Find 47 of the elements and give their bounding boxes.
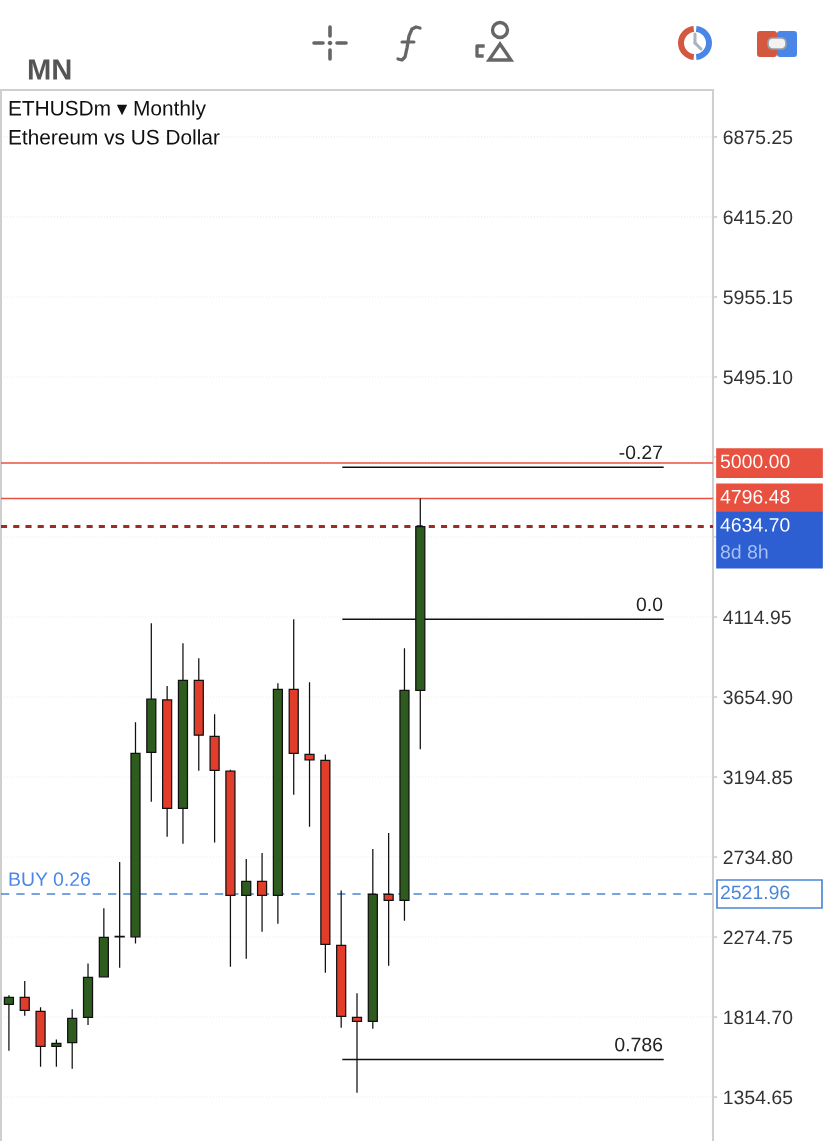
candlestick — [67, 1008, 78, 1070]
candlestick — [272, 682, 284, 925]
ref-line-label: 5000.00 — [720, 454, 790, 469]
candlestick — [19, 980, 30, 1017]
y-tick-label: 4114.95 — [723, 610, 791, 625]
candlestick — [114, 861, 125, 969]
candlestick — [367, 848, 378, 1030]
candlestick — [3, 994, 15, 1052]
y-tick-label: 6415.20 — [723, 210, 793, 225]
candlestick — [336, 889, 347, 1029]
y-tick-label: 2274.75 — [723, 930, 793, 945]
y-tick-label: 2734.80 — [723, 850, 793, 865]
candlestick — [288, 618, 299, 796]
annotation: BUY 0.26 — [9, 872, 91, 887]
candlestick — [51, 1038, 62, 1068]
candlestick — [225, 769, 236, 968]
y-tick-label: 1814.70 — [724, 1010, 793, 1025]
candlestick — [193, 657, 204, 772]
candlestick — [82, 962, 94, 1026]
annotation: -0.27 — [619, 445, 663, 460]
y-tick-label: 3194.85 — [723, 770, 793, 785]
y-tick-label: 6875.25 — [723, 130, 793, 145]
text: MN — [28, 59, 71, 80]
candlestick — [399, 647, 410, 922]
candlestick — [256, 852, 268, 933]
annotation: 0.786 — [615, 1037, 663, 1052]
y-tick-label: 1354.65 — [724, 1090, 793, 1105]
candlestick — [35, 1006, 46, 1068]
ref-line-label: 4796.48 — [720, 489, 790, 504]
candlestick — [320, 753, 331, 974]
y-tick-label: 5495.10 — [723, 370, 793, 385]
candlestick — [98, 907, 109, 978]
chart-title: ETHUSDm ▾ Monthly — [9, 100, 206, 120]
candlestick — [130, 721, 141, 945]
annotation: 0.0 — [636, 597, 663, 612]
ref-line-label: 4634.70 8d 8h — [720, 518, 790, 559]
candlestick — [161, 685, 173, 838]
y-tick-label: 5955.15 — [723, 290, 793, 305]
candlestick — [241, 858, 252, 960]
candlestick — [177, 642, 189, 845]
candlestick — [146, 622, 157, 803]
candlestick — [304, 681, 315, 828]
candlestick — [383, 832, 394, 967]
y-tick-label: 3654.90 — [723, 690, 793, 705]
candlestick — [209, 713, 220, 844]
ref-line-label: 2521.96 — [720, 885, 790, 900]
text: Ethereum vs US Dollar — [9, 129, 220, 145]
